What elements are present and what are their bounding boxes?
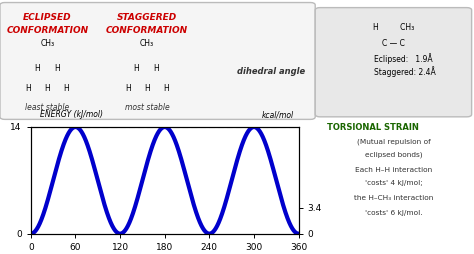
Text: CH₃: CH₃ <box>140 39 154 48</box>
Text: H: H <box>163 84 169 93</box>
Text: ECLIPSED: ECLIPSED <box>23 13 72 22</box>
Text: (Mutual repulsion of: (Mutual repulsion of <box>356 139 430 146</box>
Text: H: H <box>45 84 50 93</box>
Text: H         CH₃: H CH₃ <box>373 23 414 33</box>
Text: CH₃: CH₃ <box>40 39 55 48</box>
Text: Eclipsed:   1.9Å: Eclipsed: 1.9Å <box>374 53 433 64</box>
Text: H: H <box>125 84 131 93</box>
Text: ENERGY (kJ/mol): ENERGY (kJ/mol) <box>40 110 103 119</box>
Text: the H–CH₃ interaction: the H–CH₃ interaction <box>354 195 433 201</box>
Text: Each H–H interaction: Each H–H interaction <box>355 167 432 173</box>
Text: STAGGERED: STAGGERED <box>117 13 177 22</box>
Text: dihedral angle: dihedral angle <box>237 67 305 76</box>
Text: kcal/mol: kcal/mol <box>262 110 294 119</box>
Text: least stable: least stable <box>25 103 70 113</box>
Text: CONFORMATION: CONFORMATION <box>106 26 188 35</box>
Text: eclipsed bonds): eclipsed bonds) <box>365 152 422 158</box>
Text: 'costs' 4 kJ/mol;: 'costs' 4 kJ/mol; <box>365 180 422 186</box>
Text: H: H <box>144 84 150 93</box>
Text: H      H: H H <box>35 64 60 73</box>
Text: H      H: H H <box>134 64 160 73</box>
Text: most stable: most stable <box>125 103 169 113</box>
Text: Staggered: 2.4Å: Staggered: 2.4Å <box>374 66 436 76</box>
Text: H: H <box>26 84 31 93</box>
Text: C — C: C — C <box>382 39 405 48</box>
Text: 'costs' 6 kJ/mol.: 'costs' 6 kJ/mol. <box>365 210 422 216</box>
Text: CONFORMATION: CONFORMATION <box>6 26 89 35</box>
Text: H: H <box>64 84 69 93</box>
Text: TORSIONAL STRAIN: TORSIONAL STRAIN <box>327 122 419 132</box>
